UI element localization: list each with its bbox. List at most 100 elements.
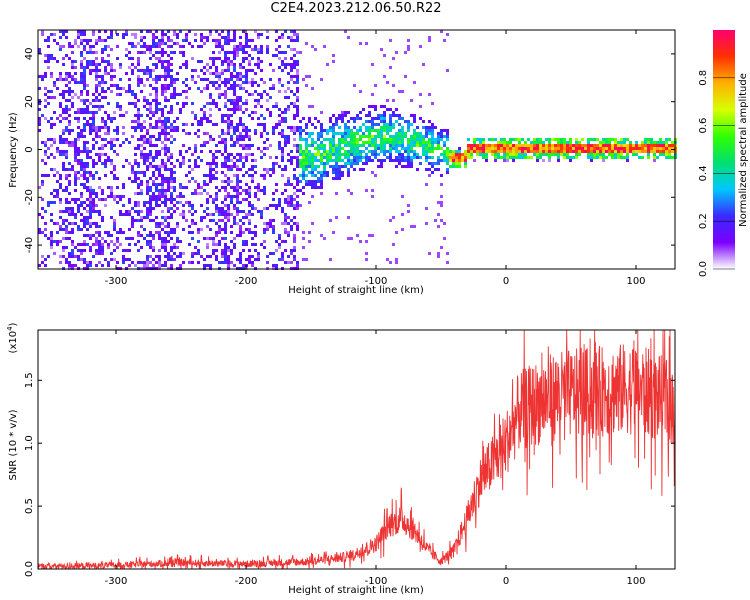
heatmap-cell bbox=[293, 54, 296, 57]
heatmap-cell bbox=[482, 141, 485, 144]
heatmap-cell bbox=[233, 51, 236, 54]
heatmap-cell bbox=[428, 162, 431, 165]
heatmap-cell bbox=[542, 144, 545, 147]
heatmap-cell bbox=[161, 192, 164, 195]
heatmap-cell bbox=[224, 78, 227, 81]
heatmap-cell bbox=[299, 132, 302, 135]
heatmap-cell bbox=[173, 129, 176, 132]
heatmap-cell bbox=[83, 75, 86, 78]
heatmap-cell bbox=[329, 126, 332, 129]
heatmap-cell bbox=[338, 153, 341, 156]
heatmap-cell bbox=[86, 63, 89, 66]
heatmap-cell bbox=[569, 144, 572, 147]
heatmap-cell bbox=[59, 141, 62, 144]
heatmap-cell bbox=[257, 93, 260, 96]
heatmap-cell bbox=[89, 111, 92, 114]
heatmap-cell bbox=[131, 72, 134, 75]
heatmap-cell bbox=[83, 225, 86, 228]
heatmap-cell bbox=[41, 255, 44, 258]
heatmap-cell bbox=[602, 144, 605, 147]
heatmap-cell bbox=[272, 204, 275, 207]
heatmap-cell bbox=[125, 30, 128, 33]
heatmap-cell bbox=[194, 210, 197, 213]
heatmap-cell bbox=[92, 105, 95, 108]
heatmap-cell bbox=[233, 90, 236, 93]
chart-title: C2E4.2023.212.06.50.R22 bbox=[270, 1, 442, 16]
heatmap-cell bbox=[164, 60, 167, 63]
heatmap-cell bbox=[242, 75, 245, 78]
heatmap-cell bbox=[302, 246, 305, 249]
heatmap-cell bbox=[338, 177, 341, 180]
heatmap-cell bbox=[134, 36, 137, 39]
heatmap-cell bbox=[224, 162, 227, 165]
heatmap-cell bbox=[167, 183, 170, 186]
heatmap-cell bbox=[263, 228, 266, 231]
heatmap-cell bbox=[161, 216, 164, 219]
heatmap-cell bbox=[263, 174, 266, 177]
heatmap-cell bbox=[80, 201, 83, 204]
heatmap-cell bbox=[215, 72, 218, 75]
heatmap-cell bbox=[164, 42, 167, 45]
heatmap-cell bbox=[206, 174, 209, 177]
heatmap-cell bbox=[614, 153, 617, 156]
heatmap-cell bbox=[233, 222, 236, 225]
heatmap-cell bbox=[191, 168, 194, 171]
heatmap-cell bbox=[305, 174, 308, 177]
heatmap-cell bbox=[77, 111, 80, 114]
heatmap-cell bbox=[74, 141, 77, 144]
heatmap-cell bbox=[71, 102, 74, 105]
heatmap-cell bbox=[257, 258, 260, 261]
heatmap-cell bbox=[617, 150, 620, 153]
heatmap-cell bbox=[296, 99, 299, 102]
heatmap-cell bbox=[263, 153, 266, 156]
heatmap-cell bbox=[209, 57, 212, 60]
heatmap-cell bbox=[278, 165, 281, 168]
heatmap-cell bbox=[56, 171, 59, 174]
heatmap-cell bbox=[278, 198, 281, 201]
heatmap-cell bbox=[239, 231, 242, 234]
heatmap-cell bbox=[608, 141, 611, 144]
heatmap-cell bbox=[251, 180, 254, 183]
heatmap-cell bbox=[221, 48, 224, 51]
heatmap-cell bbox=[284, 144, 287, 147]
heatmap-cell bbox=[563, 150, 566, 153]
heatmap-cell bbox=[218, 75, 221, 78]
heatmap-cell bbox=[77, 36, 80, 39]
heatmap-cell bbox=[254, 129, 257, 132]
heatmap-cell bbox=[596, 153, 599, 156]
heatmap-cell bbox=[137, 69, 140, 72]
heatmap-cell bbox=[290, 30, 293, 33]
heatmap-cell bbox=[311, 156, 314, 159]
heatmap-cell bbox=[146, 240, 149, 243]
heatmap-cell bbox=[146, 189, 149, 192]
heatmap-cell bbox=[359, 126, 362, 129]
heatmap-cell bbox=[221, 72, 224, 75]
heatmap-cell bbox=[278, 51, 281, 54]
heatmap-cell bbox=[287, 183, 290, 186]
heatmap-cell bbox=[197, 45, 200, 48]
heatmap-cell bbox=[254, 207, 257, 210]
heatmap-cell bbox=[287, 45, 290, 48]
heatmap-cell bbox=[194, 165, 197, 168]
heatmap-cell bbox=[104, 69, 107, 72]
heatmap-cell bbox=[575, 153, 578, 156]
heatmap-cell bbox=[149, 246, 152, 249]
heatmap-cell bbox=[143, 138, 146, 141]
heatmap-cell bbox=[161, 240, 164, 243]
heatmap-cell bbox=[314, 159, 317, 162]
heatmap-cell bbox=[389, 147, 392, 150]
heatmap-cell bbox=[164, 249, 167, 252]
heatmap-cell bbox=[227, 210, 230, 213]
heatmap-cell bbox=[263, 129, 266, 132]
heatmap-cell bbox=[179, 108, 182, 111]
heatmap-cell bbox=[77, 243, 80, 246]
heatmap-cell bbox=[401, 141, 404, 144]
heatmap-cell bbox=[131, 33, 134, 36]
heatmap-cell bbox=[380, 138, 383, 141]
heatmap-cell bbox=[629, 147, 632, 150]
heatmap-cell bbox=[521, 156, 524, 159]
heatmap-cell bbox=[152, 264, 155, 267]
heatmap-cell bbox=[224, 174, 227, 177]
heatmap-cell bbox=[44, 99, 47, 102]
heatmap-cell bbox=[200, 117, 203, 120]
